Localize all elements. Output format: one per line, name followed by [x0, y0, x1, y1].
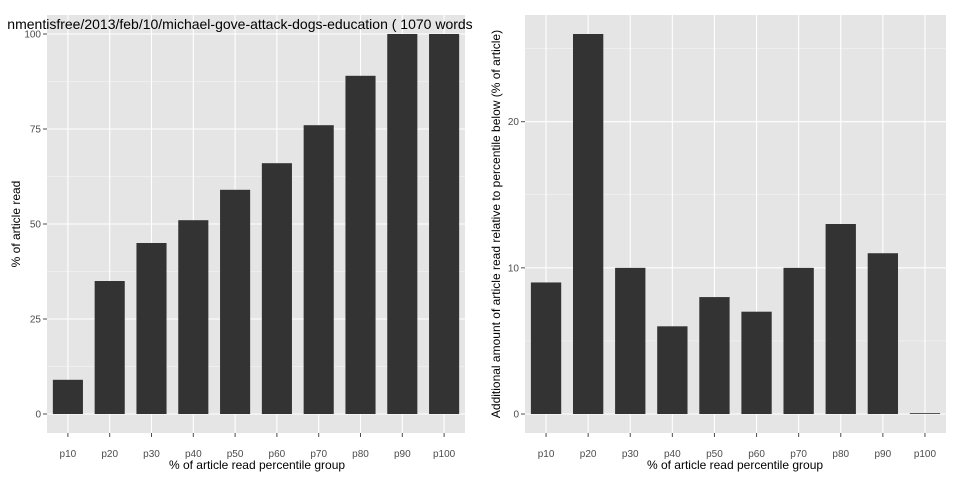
left-x-ticks: p10 p20 p30 p40 p50 p60 p70 p80 p90 p100 [60, 433, 456, 460]
right-y-tick-label: 10 [508, 263, 520, 274]
right-bar-p80 [825, 224, 856, 414]
right-x-tick-label: p20 [580, 449, 597, 460]
right-x-tick-label: p90 [875, 449, 892, 460]
left-bar-p90 [387, 34, 418, 414]
right-x-tick-label: p30 [622, 449, 639, 460]
right-x-tick-label: p100 [914, 449, 937, 460]
right-bar-p60 [741, 311, 772, 414]
left-bar-p100 [429, 34, 460, 414]
left-bar-p10 [52, 379, 83, 414]
right-x-ticks: p10 p20 p30 p40 p50 p60 p70 p80 p90 p100 [538, 433, 937, 460]
left-x-axis-label: % of article read percentile group [169, 458, 345, 472]
right-x-tick-label: p50 [706, 449, 723, 460]
left-x-tick-label: p60 [269, 449, 286, 460]
right-x-tick-label: p40 [664, 449, 681, 460]
left-bar-p70 [303, 125, 334, 414]
right-x-tick-label: p60 [748, 449, 765, 460]
right-bar-p10 [530, 282, 562, 414]
left-bars [52, 34, 460, 415]
right-y-tick-label: 20 [508, 117, 520, 128]
left-x-tick-label: p90 [394, 449, 411, 460]
right-x-axis-label: % of article read percentile group [647, 458, 823, 472]
left-y-tick-label: 50 [30, 220, 42, 231]
right-y-tick-label: 0 [513, 410, 519, 421]
right-bar-p70 [783, 267, 814, 414]
left-y-axis-label: % of article read [9, 181, 23, 268]
left-bar-p20 [94, 281, 125, 414]
right-bar-p50 [699, 297, 730, 414]
left-y-tick-label: 25 [30, 315, 42, 326]
left-x-tick-label: p40 [185, 449, 202, 460]
right-x-tick-label: p70 [790, 449, 807, 460]
right-bar-p100 [909, 413, 941, 414]
left-y-tick-label: 0 [35, 410, 41, 421]
left-y-ticks: 0 25 50 75 100 [24, 30, 47, 421]
left-y-tick-label: 100 [24, 30, 41, 41]
left-x-tick-label: p10 [60, 449, 77, 460]
right-y-ticks: 0 10 20 [508, 117, 525, 421]
right-y-axis-label: Additional amount of article read relati… [489, 30, 503, 418]
right-bar-p30 [615, 267, 646, 414]
left-x-tick-label: p30 [143, 449, 160, 460]
left-y-tick-label: 75 [30, 125, 42, 136]
left-bar-p40 [178, 220, 209, 414]
left-bar-p50 [220, 189, 251, 414]
left-x-tick-label: p50 [227, 449, 244, 460]
right-bar-p90 [867, 253, 899, 414]
left-bar-p30 [136, 243, 167, 414]
right-chart: 0 10 20 p10 p20 p30 p40 p50 p60 p70 p80 p90 p100 % … [489, 15, 946, 472]
left-x-tick-label: p100 [433, 449, 456, 460]
left-bar-p60 [261, 163, 292, 414]
right-bar-p40 [657, 326, 688, 414]
left-x-tick-label: p20 [101, 449, 118, 460]
left-chart-title: nmentisfree/2013/feb/10/michael-gove-att… [7, 16, 472, 32]
left-bar-p80 [345, 75, 376, 415]
left-x-tick-label: p80 [352, 449, 369, 460]
left-x-tick-label: p70 [310, 449, 327, 460]
right-bar-p20 [572, 34, 604, 414]
right-x-tick-label: p80 [832, 449, 849, 460]
right-x-tick-label: p10 [538, 449, 555, 460]
right-bars [530, 34, 941, 414]
